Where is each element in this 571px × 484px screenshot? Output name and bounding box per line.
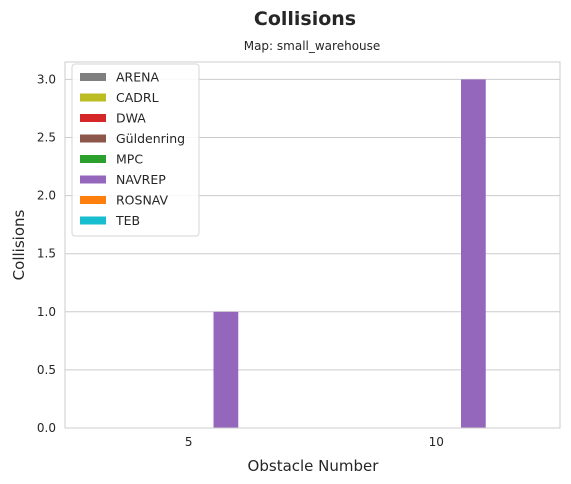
- x-tick-label: 10: [429, 435, 444, 449]
- legend-label: CADRL: [116, 90, 159, 105]
- legend-swatch: [80, 196, 106, 204]
- legend-swatch: [80, 175, 106, 184]
- chart-title: Collisions: [254, 8, 356, 30]
- legend-swatch: [80, 155, 106, 163]
- plot-frame: [64, 61, 561, 429]
- legend-box: [71, 63, 200, 237]
- y-tick-label: 2.0: [37, 189, 56, 203]
- y-tick-label: 1.0: [37, 305, 56, 319]
- legend-swatch: [80, 134, 106, 143]
- x-axis-label: Obstacle Number: [248, 457, 380, 475]
- y-axis-label: Collisions: [10, 210, 28, 281]
- y-tick-label: 1.5: [37, 247, 56, 261]
- chart-subtitle: Map: small_warehouse: [244, 39, 381, 53]
- legend: ARENA CADRL DWA Güldenring MPC NAVREP ROSNAV TE…: [71, 63, 200, 237]
- x-tick-labels: 5 10: [185, 435, 444, 449]
- y-tick-label: 2.5: [37, 131, 56, 145]
- y-tick-label: 0.0: [37, 421, 56, 435]
- legend-label: NAVREP: [116, 172, 166, 187]
- bar-navrep-10: [461, 79, 486, 428]
- legend-swatch: [80, 73, 106, 81]
- legend-label: ROSNAV: [116, 193, 169, 208]
- legend-label: ARENA: [116, 70, 159, 85]
- legend-swatch: [80, 114, 106, 122]
- legend-label: MPC: [116, 152, 143, 167]
- y-tick-label: 3.0: [37, 72, 56, 86]
- legend-swatch: [80, 93, 106, 102]
- legend-label: Güldenring: [116, 131, 185, 146]
- legend-label: DWA: [116, 111, 146, 126]
- legend-swatch: [80, 216, 106, 225]
- legend-label: TEB: [115, 213, 140, 228]
- y-tick-label: 0.5: [37, 363, 56, 377]
- y-tick-labels: 0.0 0.5 1.0 1.5 2.0 2.5 3.0: [37, 72, 56, 435]
- x-tick-label: 5: [185, 435, 193, 449]
- bars: [213, 79, 486, 428]
- bar-navrep-5: [213, 311, 239, 428]
